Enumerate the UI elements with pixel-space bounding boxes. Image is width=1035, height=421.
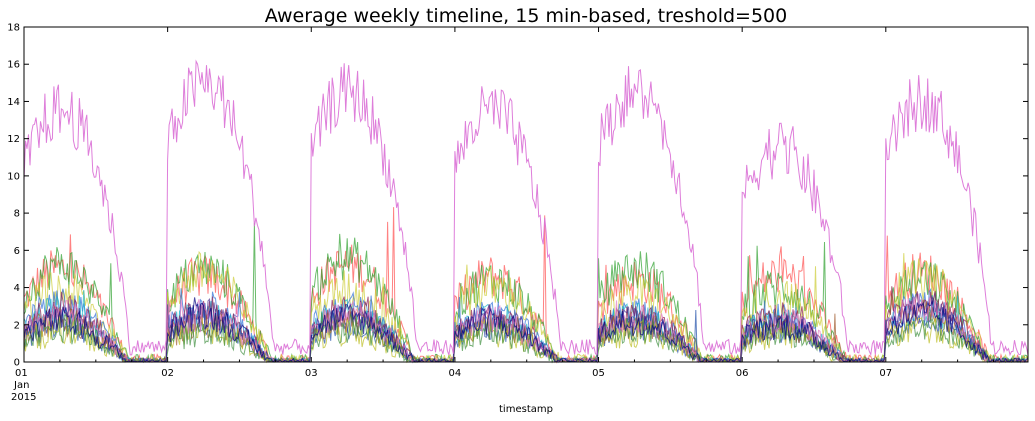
x-tick-label: 01 bbox=[15, 368, 28, 379]
x-tick-label: 07 bbox=[879, 368, 892, 379]
x-tick-label: 02 bbox=[161, 368, 174, 379]
y-tick-label: 8 bbox=[14, 209, 20, 220]
chart-title: Awerage weekly timeline, 15 min-based, t… bbox=[265, 5, 787, 27]
y-tick-label: 16 bbox=[7, 60, 20, 71]
x-tick-label: 05 bbox=[592, 368, 605, 379]
y-tick-label: 0 bbox=[14, 358, 20, 369]
y-tick-label: 12 bbox=[7, 134, 20, 145]
y-tick-label: 6 bbox=[14, 246, 20, 257]
y-tick-label: 14 bbox=[7, 97, 20, 108]
y-tick-label: 18 bbox=[7, 23, 20, 34]
x-tick-label: 03 bbox=[305, 368, 318, 379]
x-tick-sublabel: Jan bbox=[13, 380, 29, 391]
series-layer bbox=[23, 59, 1029, 364]
series-line bbox=[23, 59, 1029, 357]
y-tick-label: 2 bbox=[14, 320, 20, 331]
x-tick-label: 04 bbox=[449, 368, 462, 379]
x-axis-label: timestamp bbox=[499, 404, 553, 415]
x-tick-label: 06 bbox=[736, 368, 749, 379]
y-tick-label: 10 bbox=[7, 171, 20, 182]
x-tick-sublabel: 2015 bbox=[11, 392, 36, 403]
plot-frame bbox=[23, 26, 1029, 363]
y-tick-label: 4 bbox=[14, 283, 20, 294]
series-line bbox=[23, 297, 1029, 363]
